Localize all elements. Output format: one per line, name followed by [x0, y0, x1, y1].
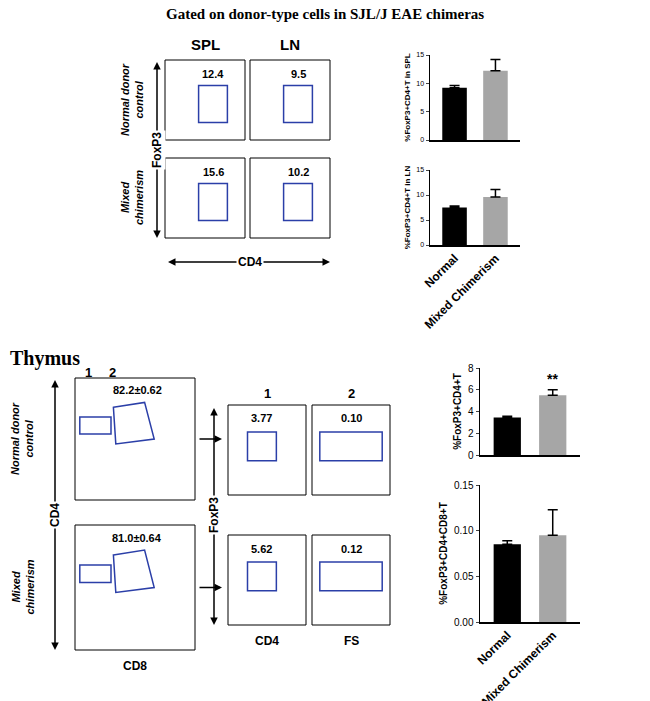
- svg-text:6: 6: [468, 384, 474, 395]
- svg-text:FS: FS: [344, 634, 359, 648]
- svg-text:Mixedchimerism: Mixedchimerism: [10, 559, 36, 614]
- svg-text:LN: LN: [280, 36, 300, 53]
- svg-text:0.10: 0.10: [454, 525, 474, 536]
- svg-text:FoxP3: FoxP3: [207, 497, 221, 533]
- svg-text:**: **: [547, 371, 558, 387]
- svg-text:0.15: 0.15: [454, 480, 474, 491]
- svg-text:15: 15: [416, 51, 424, 58]
- svg-text:FoxP3: FoxP3: [150, 132, 164, 168]
- svg-text:1: 1: [264, 386, 271, 401]
- svg-text:0.05: 0.05: [454, 571, 474, 582]
- svg-text:8: 8: [468, 363, 474, 374]
- svg-text:CD4: CD4: [238, 255, 262, 269]
- svg-text:15.6: 15.6: [203, 166, 224, 178]
- svg-text:12.4: 12.4: [202, 68, 224, 80]
- svg-text:10: 10: [416, 80, 424, 87]
- svg-text:%FoxP3+CD4+T in SPL: %FoxP3+CD4+T in SPL: [403, 53, 412, 142]
- svg-text:Gated on donor-type cells in S: Gated on donor-type cells in SJL/J EAE c…: [166, 6, 484, 22]
- svg-text:0.12: 0.12: [341, 543, 362, 555]
- svg-text:SPL: SPL: [191, 36, 220, 53]
- svg-text:CD4: CD4: [48, 503, 62, 527]
- svg-text:Mixed Chimerism: Mixed Chimerism: [479, 628, 559, 701]
- svg-text:3.77: 3.77: [251, 412, 272, 424]
- svg-text:CD4: CD4: [255, 634, 279, 648]
- svg-text:9.5: 9.5: [291, 68, 306, 80]
- svg-text:0: 0: [420, 241, 424, 248]
- svg-text:5.62: 5.62: [251, 543, 272, 555]
- svg-text:82.2±0.62: 82.2±0.62: [113, 384, 162, 396]
- svg-text:5: 5: [420, 216, 424, 223]
- svg-text:10.2: 10.2: [288, 166, 309, 178]
- svg-text:Normal donorcontrol: Normal donorcontrol: [119, 63, 145, 136]
- svg-text:5: 5: [420, 108, 424, 115]
- svg-text:%FoxP3+CD4+CD8+T: %FoxP3+CD4+CD8+T: [438, 502, 449, 605]
- svg-text:0.10: 0.10: [341, 412, 362, 424]
- svg-text:2: 2: [468, 428, 474, 439]
- svg-text:Normal: Normal: [475, 628, 514, 667]
- svg-text:%FoxP3+CD4+T in LN: %FoxP3+CD4+T in LN: [403, 165, 412, 249]
- svg-text:10: 10: [416, 191, 424, 198]
- svg-text:2: 2: [109, 365, 116, 380]
- svg-text:1: 1: [85, 365, 92, 380]
- svg-text:Normal: Normal: [422, 251, 461, 290]
- svg-text:CD8: CD8: [123, 659, 147, 673]
- svg-text:Normal donorcontrol: Normal donorcontrol: [9, 402, 35, 475]
- svg-text:Mixed Chimerism: Mixed Chimerism: [422, 251, 502, 331]
- svg-text:%FoxP3+CD4+T: %FoxP3+CD4+T: [452, 373, 463, 450]
- svg-text:4: 4: [468, 406, 474, 417]
- svg-text:0: 0: [468, 450, 474, 461]
- svg-text:2: 2: [348, 386, 355, 401]
- svg-text:0: 0: [420, 136, 424, 143]
- svg-text:0.00: 0.00: [454, 617, 474, 628]
- svg-text:15: 15: [416, 166, 424, 173]
- svg-text:Thymus: Thymus: [10, 347, 80, 370]
- svg-text:81.0±0.64: 81.0±0.64: [112, 532, 162, 544]
- svg-text:Mixedchimerism: Mixedchimerism: [119, 170, 145, 225]
